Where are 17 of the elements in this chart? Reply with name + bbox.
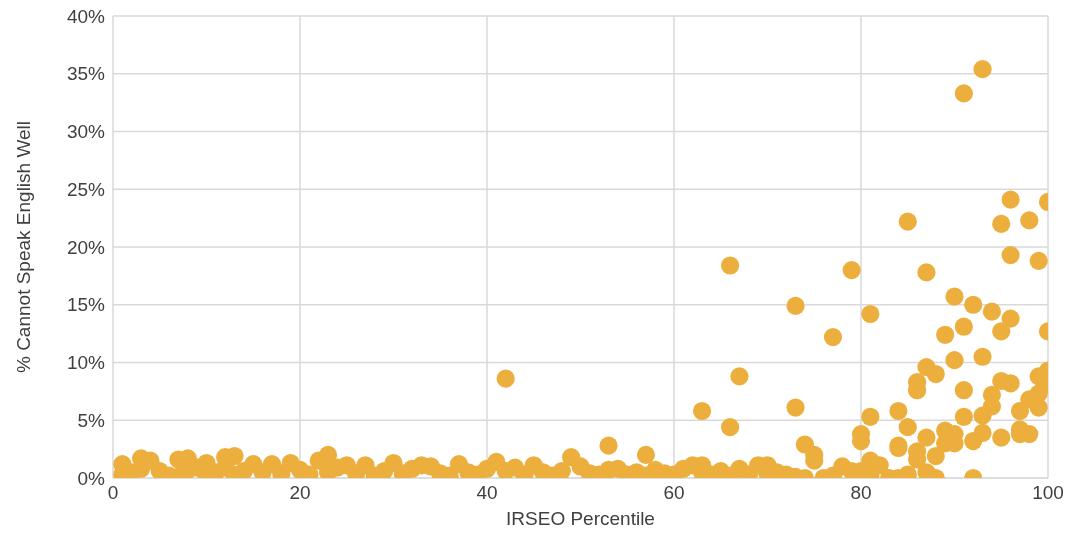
- y-tick-label: 25%: [66, 178, 106, 200]
- x-tick-label: 80: [850, 482, 872, 504]
- y-tick-label: 30%: [66, 121, 106, 143]
- y-tick-label: 15%: [66, 294, 106, 316]
- x-tick-label: 20: [289, 482, 311, 504]
- y-axis-title: % Cannot Speak English Well: [12, 120, 34, 374]
- x-tick-label: 40: [476, 482, 498, 504]
- y-tick-label: 20%: [66, 236, 106, 258]
- x-tick-label: 0: [107, 482, 119, 504]
- y-tick-label: 10%: [66, 352, 106, 374]
- x-tick-label: 100: [1032, 482, 1064, 504]
- x-tick-label: 60: [663, 482, 685, 504]
- y-tick-label: 40%: [66, 5, 106, 27]
- y-tick-label: 0%: [77, 467, 106, 489]
- y-tick-label: 35%: [66, 63, 106, 85]
- x-axis-title: IRSEO Percentile: [506, 508, 655, 529]
- y-tick-label: 5%: [77, 409, 106, 431]
